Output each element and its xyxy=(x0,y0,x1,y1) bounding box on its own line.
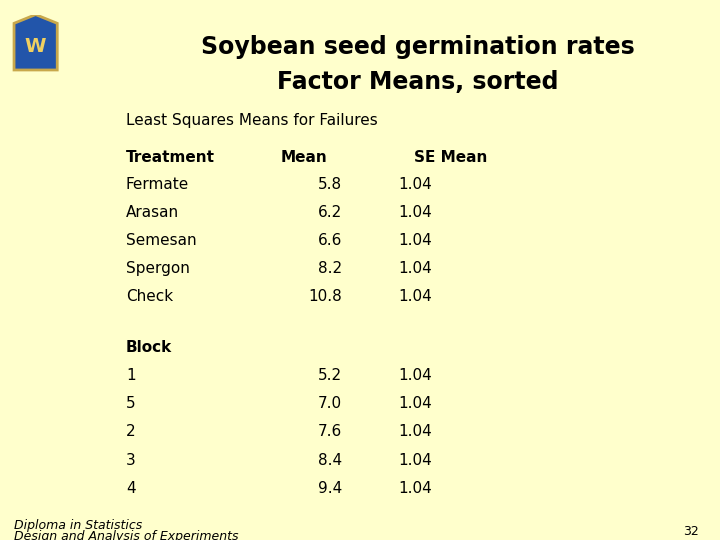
Text: SE Mean: SE Mean xyxy=(414,150,487,165)
Text: 1.04: 1.04 xyxy=(398,424,432,440)
Text: Mean: Mean xyxy=(281,150,328,165)
Text: Factor Means, sorted: Factor Means, sorted xyxy=(277,70,558,94)
Text: Design and Analysis of Experiments: Design and Analysis of Experiments xyxy=(14,530,239,540)
Text: 1.04: 1.04 xyxy=(398,453,432,468)
Polygon shape xyxy=(14,15,58,70)
Text: 1.04: 1.04 xyxy=(398,205,432,220)
Text: 1.04: 1.04 xyxy=(398,177,432,192)
Text: Check: Check xyxy=(126,289,173,305)
Text: Arasan: Arasan xyxy=(126,205,179,220)
Text: 1: 1 xyxy=(126,368,135,383)
Text: 1.04: 1.04 xyxy=(398,261,432,276)
Text: Treatment: Treatment xyxy=(126,150,215,165)
Text: 32: 32 xyxy=(683,525,698,538)
Text: Least Squares Means for Failures: Least Squares Means for Failures xyxy=(126,113,378,129)
Text: 1.04: 1.04 xyxy=(398,368,432,383)
Text: 1.04: 1.04 xyxy=(398,233,432,248)
Text: 1.04: 1.04 xyxy=(398,396,432,411)
Text: 7.0: 7.0 xyxy=(318,396,342,411)
Text: 6.2: 6.2 xyxy=(318,205,342,220)
Text: 9.4: 9.4 xyxy=(318,481,342,496)
Text: 10.8: 10.8 xyxy=(308,289,342,305)
Text: Diploma in Statistics: Diploma in Statistics xyxy=(14,519,143,532)
Text: Spergon: Spergon xyxy=(126,261,190,276)
Text: Semesan: Semesan xyxy=(126,233,197,248)
Text: W: W xyxy=(25,37,46,56)
Text: Block: Block xyxy=(126,340,172,355)
Text: 8.2: 8.2 xyxy=(318,261,342,276)
Text: 5.8: 5.8 xyxy=(318,177,342,192)
Text: 5.2: 5.2 xyxy=(318,368,342,383)
Text: 2: 2 xyxy=(126,424,135,440)
Text: 3: 3 xyxy=(126,453,136,468)
Text: 1.04: 1.04 xyxy=(398,289,432,305)
Text: Soybean seed germination rates: Soybean seed germination rates xyxy=(201,35,634,59)
Text: 5: 5 xyxy=(126,396,135,411)
Text: 4: 4 xyxy=(126,481,135,496)
Text: 1.04: 1.04 xyxy=(398,481,432,496)
Text: 7.6: 7.6 xyxy=(318,424,342,440)
Text: Fermate: Fermate xyxy=(126,177,189,192)
Text: 8.4: 8.4 xyxy=(318,453,342,468)
Text: 6.6: 6.6 xyxy=(318,233,342,248)
